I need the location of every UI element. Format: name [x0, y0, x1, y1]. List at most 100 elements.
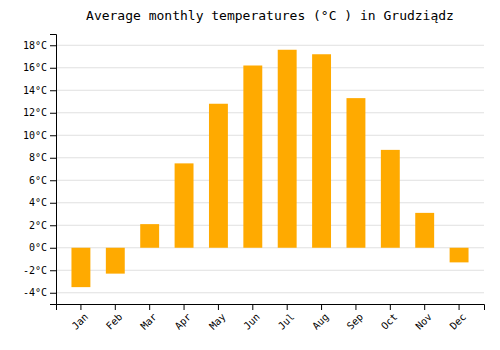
grid-line [56, 67, 484, 68]
x-tick-label: Dec [448, 311, 469, 332]
bar [346, 98, 365, 248]
x-tick-label: Jul [276, 311, 297, 332]
y-tick: 16°C [23, 62, 56, 73]
y-tick-mark [50, 203, 56, 204]
x-tick-mark [252, 304, 253, 310]
bar [450, 248, 469, 263]
x-tick: Oct [379, 304, 400, 332]
x-tick: Apr [173, 304, 194, 332]
x-tick-label: Sep [345, 311, 366, 332]
grid-line [56, 45, 484, 46]
bar [278, 50, 297, 248]
x-tick: May [207, 304, 228, 332]
x-tick: Feb [104, 304, 125, 332]
y-tick: 14°C [23, 85, 56, 96]
bar [243, 66, 262, 248]
y-tick-mark [50, 45, 56, 46]
y-tick-mark [50, 68, 56, 69]
x-tick-mark [321, 304, 322, 310]
grid-line [56, 135, 484, 136]
y-tick-label: 6°C [29, 175, 47, 186]
bar [71, 248, 90, 287]
bar [312, 54, 331, 248]
x-tick-mark [390, 304, 391, 310]
y-tick-label: 12°C [23, 107, 47, 118]
chart: -4°C -2°C 0°C 2°C 4°C 6°C 8°C 10°C 12°C 14°C 16°C 1… [0, 0, 500, 350]
y-tick-label: -2°C [23, 265, 47, 276]
y-tick-label: 8°C [29, 152, 47, 163]
bar [140, 224, 159, 248]
grid-line [56, 157, 484, 158]
y-tick-mark [50, 90, 56, 91]
x-tick-mark [459, 304, 460, 310]
x-axis: Jan Feb Mar Apr May Jun Jul Aug Sep Oct Nov Dec [57, 304, 485, 332]
y-axis: -4°C -2°C 0°C 2°C 4°C 6°C 8°C 10°C 12°C 14°C 16°C 1… [23, 35, 57, 305]
x-tick-label: Apr [173, 311, 194, 332]
x-tick-label: May [207, 311, 228, 332]
y-tick-label: 14°C [23, 85, 47, 96]
x-tick-label: Oct [379, 311, 400, 332]
bar [209, 104, 228, 248]
x-tick-label: Jun [241, 311, 262, 332]
y-tick: 10°C [23, 130, 56, 141]
title: Average monthly temperatures (°C ) in Gr… [86, 8, 454, 23]
grid-line [56, 292, 484, 293]
y-tick-label: 0°C [29, 242, 47, 253]
y-tick: 18°C [23, 40, 56, 51]
x-tick-mark [287, 304, 288, 310]
y-tick-mark [50, 113, 56, 114]
y-tick: 0°C [29, 242, 56, 253]
x-tick-label: Mar [138, 311, 159, 332]
y-tick: 8°C [29, 152, 56, 163]
y-tick: 4°C [29, 197, 56, 208]
x-tick-mark [424, 304, 425, 310]
x-tick: Dec [448, 304, 469, 332]
x-tick: Sep [345, 304, 366, 332]
x-tick-label: Nov [413, 311, 434, 332]
y-tick-label: -4°C [23, 287, 47, 298]
grid-line [56, 112, 484, 113]
grid-line [56, 90, 484, 91]
x-tick-mark [218, 304, 219, 310]
x-tick: Nov [413, 304, 434, 332]
grid [56, 45, 484, 293]
y-tick-mark [50, 293, 56, 294]
y-axis-line [50, 35, 57, 305]
y-tick: 6°C [29, 175, 56, 186]
x-tick-mark [80, 304, 81, 310]
bars [71, 50, 468, 287]
y-tick-label: 4°C [29, 197, 47, 208]
y-tick-label: 18°C [23, 40, 47, 51]
x-axis-line [57, 305, 485, 311]
y-tick-label: 10°C [23, 130, 47, 141]
bar [106, 248, 125, 274]
y-tick-mark [50, 180, 56, 181]
plot: -4°C -2°C 0°C 2°C 4°C 6°C 8°C 10°C 12°C 14°C 16°C 1… [23, 35, 485, 332]
x-tick: Jul [276, 304, 297, 332]
bar [175, 163, 194, 247]
bar [415, 213, 434, 248]
x-tick-mark [149, 304, 150, 310]
x-tick-label: Feb [104, 311, 125, 332]
x-tick-mark [184, 304, 185, 310]
y-tick: -2°C [23, 265, 56, 276]
y-tick-label: 16°C [23, 62, 47, 73]
bar [381, 150, 400, 248]
y-tick-mark [50, 248, 56, 249]
y-tick: -4°C [23, 287, 56, 298]
x-tick: Jan [70, 304, 91, 332]
grid-line [56, 202, 484, 203]
y-tick-mark [50, 135, 56, 136]
grid-line [56, 180, 484, 181]
x-tick-label: Jan [70, 311, 91, 332]
y-tick: 2°C [29, 220, 56, 231]
y-tick: 12°C [23, 107, 56, 118]
x-tick-label: Aug [310, 311, 331, 332]
y-tick-mark [50, 158, 56, 159]
y-tick-mark [50, 225, 56, 226]
x-tick: Aug [310, 304, 331, 332]
y-tick-mark [50, 270, 56, 271]
y-tick-label: 2°C [29, 220, 47, 231]
x-tick: Mar [138, 304, 159, 332]
x-tick-mark [355, 304, 356, 310]
